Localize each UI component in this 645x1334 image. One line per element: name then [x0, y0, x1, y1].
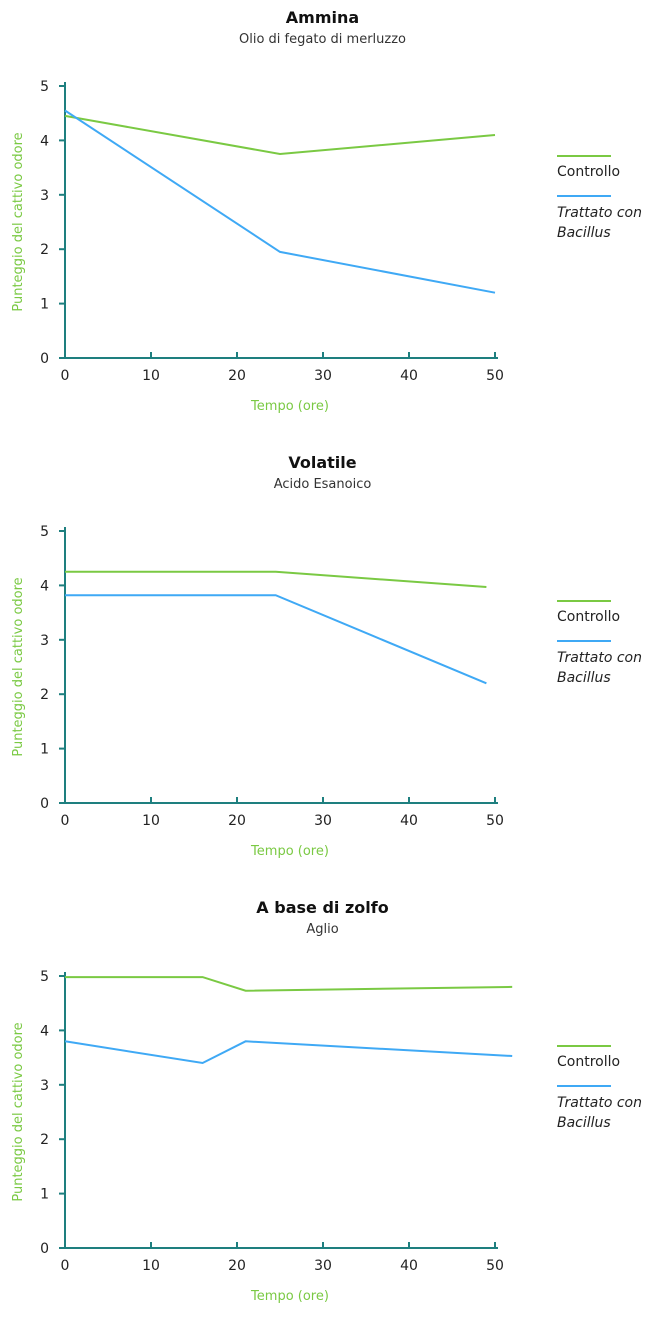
x-tick-label: 30: [314, 368, 332, 384]
y-tick-label: 5: [40, 79, 49, 95]
chart-ammina: Ammina Olio di fegato di merluzzo 0 1 2 3 4 5…: [0, 8, 645, 444]
x-tick-label: 30: [314, 1258, 332, 1274]
y-tick-label: 3: [40, 1078, 49, 1094]
y-tick-label: 3: [40, 633, 49, 649]
series-line-trattato: [64, 109, 496, 294]
legend-label-controllo: Controllo: [557, 164, 620, 180]
x-tick-label: 20: [228, 813, 246, 829]
y-tick-label: 3: [40, 188, 49, 204]
legend-label-trattato-line2: Bacillus: [557, 1115, 611, 1131]
y-tick-label: 1: [40, 742, 49, 758]
y-tick-label: 0: [40, 351, 49, 367]
x-tick-label: 50: [486, 813, 504, 829]
y-tick-label: 0: [40, 796, 49, 812]
x-tick-label: 50: [486, 1258, 504, 1274]
series-line-trattato: [65, 594, 487, 685]
legend-label-trattato-line2: Bacillus: [557, 225, 611, 241]
x-tick-label: 10: [142, 1258, 160, 1274]
series-line-controllo: [65, 570, 487, 588]
x-tick-label: 40: [400, 1258, 418, 1274]
legend-label-trattato-line1: Trattato con: [557, 205, 642, 221]
chart-zolfo: A base di zolfo Aglio 0 1 2 3 4 5 0 10 20 30 40 50 T…: [0, 898, 645, 1334]
series-line-controllo: [65, 976, 513, 992]
x-axis-title: Tempo (ore): [250, 399, 329, 414]
y-tick-label: 5: [40, 524, 49, 540]
chart-subtitle: Aglio: [306, 922, 339, 937]
x-tick-label: 0: [61, 1258, 70, 1274]
y-axis-title: Punteggio del cattivo odore: [11, 577, 26, 756]
legend-label-controllo: Controllo: [557, 609, 620, 625]
x-tick-label: 10: [142, 368, 160, 384]
series-line-controllo: [64, 114, 496, 156]
y-tick-label: 4: [40, 133, 49, 149]
y-axis-title: Punteggio del cattivo odore: [11, 1022, 26, 1201]
y-axis-title: Punteggio del cattivo odore: [11, 132, 26, 311]
x-tick-label: 40: [400, 813, 418, 829]
x-tick-label: 10: [142, 813, 160, 829]
y-tick-label: 2: [40, 1132, 49, 1148]
series-line-trattato: [64, 1040, 513, 1065]
x-axis-title: Tempo (ore): [250, 844, 329, 859]
chart-title: Volatile: [288, 453, 357, 472]
x-tick-label: 30: [314, 813, 332, 829]
legend-label-controllo: Controllo: [557, 1054, 620, 1070]
y-tick-label: 0: [40, 1241, 49, 1257]
y-tick-label: 4: [40, 578, 49, 594]
y-tick-label: 4: [40, 1023, 49, 1039]
y-tick-label: 1: [40, 297, 49, 313]
legend-label-trattato-line2: Bacillus: [557, 670, 611, 686]
chart-subtitle: Acido Esanoico: [273, 477, 372, 492]
x-tick-label: 20: [228, 368, 246, 384]
y-tick-label: 5: [40, 969, 49, 985]
x-tick-label: 50: [486, 368, 504, 384]
y-tick-label: 2: [40, 242, 49, 258]
legend-label-trattato-line1: Trattato con: [557, 1095, 642, 1111]
x-tick-label: 20: [228, 1258, 246, 1274]
y-tick-label: 2: [40, 687, 49, 703]
chart-title: Ammina: [285, 8, 360, 27]
x-tick-label: 0: [61, 368, 70, 384]
chart-subtitle: Olio di fegato di merluzzo: [239, 32, 406, 47]
y-tick-label: 1: [40, 1187, 49, 1203]
chart-volatile: Volatile Acido Esanoico 0 1 2 3 4 5 0 10 20 30 40 5…: [0, 453, 645, 889]
chart-title: A base di zolfo: [256, 898, 389, 917]
x-tick-label: 0: [61, 813, 70, 829]
legend-label-trattato-line1: Trattato con: [557, 650, 642, 666]
x-tick-label: 40: [400, 368, 418, 384]
x-axis-title: Tempo (ore): [250, 1289, 329, 1304]
